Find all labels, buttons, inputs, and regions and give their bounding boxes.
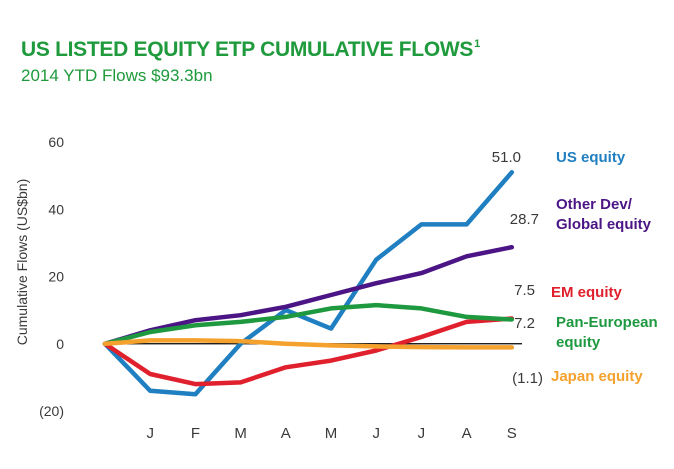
x-tick-label: J	[146, 425, 154, 442]
pan-european-equity-line	[102, 302, 515, 347]
x-tick-label: F	[191, 425, 200, 442]
x-tick-label: S	[507, 425, 517, 442]
other-dev-global-equity-legend-label: Other Dev/	[556, 196, 633, 213]
x-tick-label: A	[281, 425, 291, 442]
em-equity-line	[102, 316, 515, 387]
y-tick-label: 0	[56, 336, 64, 352]
us-equity-end-value: 51.0	[492, 149, 521, 166]
em-equity-legend-label: EM equity	[551, 284, 622, 301]
pan-european-equity-legend-label: equity	[556, 334, 601, 351]
other-dev-global-equity-line	[102, 244, 515, 347]
x-tick-label: M	[325, 425, 338, 442]
y-axis-ticks: 60 40 20 0 (20)	[39, 134, 64, 419]
other-dev-global-equity-end-value: 28.7	[510, 211, 539, 228]
series-legend: US equity Other Dev/Global equity EM equit…	[551, 149, 658, 385]
y-axis-label: Cumulative Flows (US$bn)	[14, 179, 30, 346]
title-footnote: 1	[474, 38, 480, 50]
pan-european-equity-legend-label: Pan-European	[556, 314, 658, 331]
y-tick-label: 20	[48, 269, 64, 285]
japan-equity-line	[102, 338, 515, 350]
us-equity-legend-label: US equity	[556, 149, 626, 166]
y-tick-label: 60	[48, 134, 64, 150]
series-lines	[102, 170, 515, 397]
y-tick-label: (20)	[39, 403, 64, 419]
x-tick-label: J	[372, 425, 380, 442]
japan-equity-end-value: (1.1)	[512, 370, 543, 387]
end-value-labels: 51.0 28.7 7.5 7.2 (1.1)	[492, 149, 543, 387]
em-equity-end-value: 7.5	[514, 282, 535, 299]
japan-equity-legend-label: Japan equity	[551, 368, 643, 385]
page-subtitle: 2014 YTD Flows $93.3bn	[21, 66, 213, 85]
x-tick-label: M	[234, 425, 247, 442]
us-equity-line	[102, 170, 515, 397]
y-tick-label: 40	[48, 201, 64, 217]
other-dev-global-equity-legend-label: Global equity	[556, 216, 652, 233]
pan-european-equity-end-value: 7.2	[514, 315, 535, 332]
x-tick-label: A	[462, 425, 472, 442]
page-title: US LISTED EQUITY ETP CUMULATIVE FLOWS1	[21, 38, 480, 61]
x-tick-label: J	[418, 425, 426, 442]
